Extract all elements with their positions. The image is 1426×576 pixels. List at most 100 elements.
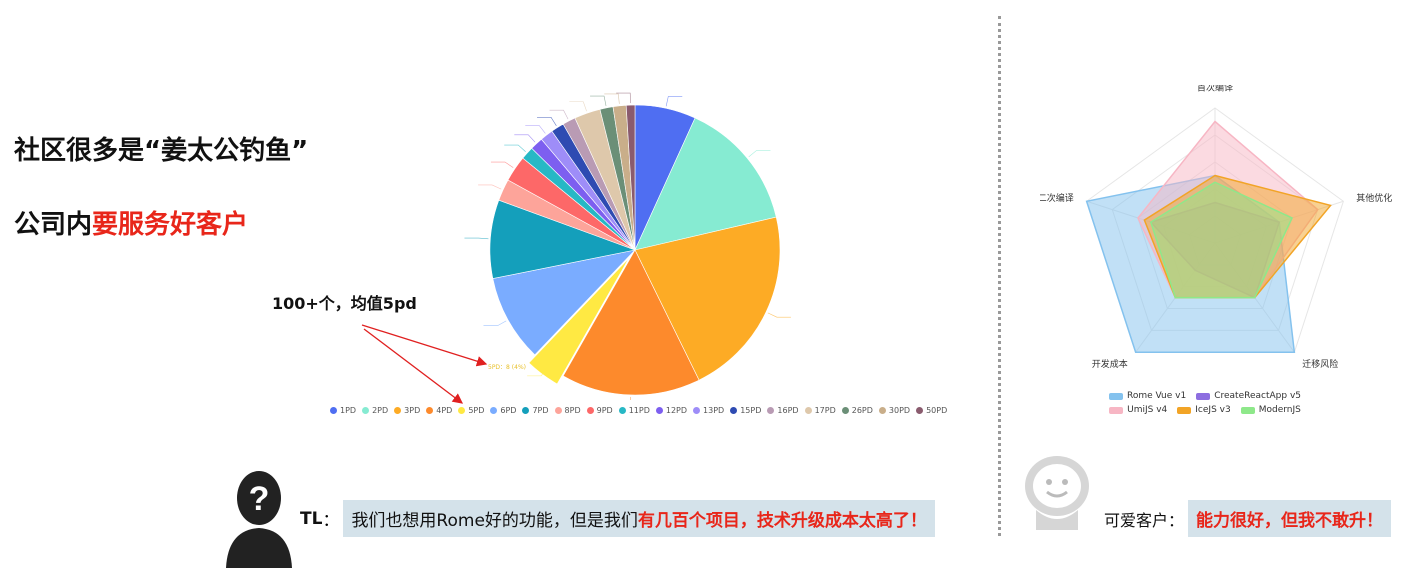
pie-leader-8PD	[478, 184, 502, 190]
svg-text:?: ?	[249, 480, 270, 518]
pie-legend-item-2PD[interactable]: 2PD	[362, 406, 388, 415]
pie-legend-item-30PD[interactable]: 30PD	[878, 406, 911, 415]
arrow-to-legend	[363, 328, 464, 404]
question-person-icon: ?	[226, 471, 292, 568]
pie-leader-1PD	[665, 96, 683, 107]
radar-legend-item[interactable]: ModernJS	[1240, 405, 1301, 415]
tl-quote-text: 我们也想用Rome好的功能，但是我们	[351, 511, 638, 531]
radar-legend-item[interactable]: UmiJS v4	[1109, 405, 1167, 415]
pie-leader-15PD	[537, 117, 557, 126]
pie-legend: 1PD 2PD 3PD 4PD 5PD 6PD 7PD 8PD 9PD 11PD 12PD 13PD 1…	[330, 406, 947, 415]
pie-legend-label: 9PD	[596, 406, 613, 415]
pie-leader-26PD	[590, 95, 607, 106]
pie-legend-dot	[362, 407, 370, 414]
radar-legend: Rome Vue v1 CreateReactApp v5 UmiJS v4 IceJ…	[1080, 391, 1330, 415]
pie-legend-dot	[426, 407, 434, 414]
pie-leader-3PD	[767, 312, 791, 318]
pie-legend-dot	[554, 407, 562, 414]
heading-company-highlight: 要服务好客户	[92, 210, 249, 240]
pie-legend-item-6PD[interactable]: 6PD	[490, 406, 516, 415]
heading-company-prefix: 公司内	[14, 210, 93, 240]
pie-leader-12PD	[514, 134, 536, 143]
pie-chart: 5PD：8 (4%)	[464, 92, 791, 400]
pie-slice-50PD	[625, 104, 636, 251]
annotation-arrows	[361, 324, 488, 404]
pie-legend-item-5PD[interactable]: 5PD	[458, 406, 484, 415]
heading-company: 公司内要服务好客户	[14, 204, 248, 241]
pie-legend-item-13PD[interactable]: 13PD	[693, 406, 724, 415]
annotation-project-count: 100+个，均值5pd	[272, 294, 417, 313]
pie-legend-dot	[330, 407, 337, 414]
pie-legend-label: 50PD	[926, 406, 948, 415]
pie-legend-label: 30PD	[888, 406, 911, 415]
pie-legend-label: 5PD	[468, 406, 485, 415]
pie-legend-item-16PD[interactable]: 16PD	[767, 406, 799, 415]
radar-axis-label: 迁移风险	[1302, 358, 1338, 370]
pie-legend-label: 12PD	[665, 406, 688, 415]
pie-legend-dot	[394, 407, 402, 414]
pie-leader-13PD	[525, 125, 546, 134]
arrow-to-slice	[361, 324, 488, 367]
radar-axis-label: 开发成本	[1092, 358, 1128, 370]
radar-legend-swatch	[1196, 392, 1211, 400]
pie-legend-label: 7PD	[532, 406, 549, 415]
radar-legend-swatch	[1109, 406, 1124, 414]
radar-legend-swatch	[1177, 406, 1192, 414]
tl-colon: ：	[322, 511, 340, 531]
pie-legend-dot	[841, 407, 849, 414]
pie-legend-label: 3PD	[404, 406, 421, 415]
pie-leader-6PD	[483, 320, 507, 327]
radar-legend-item[interactable]: CreateReactApp v5	[1196, 391, 1301, 401]
radar-legend-item[interactable]: Rome Vue v1	[1108, 391, 1186, 401]
pie-leader-16PD	[549, 109, 569, 120]
pie-legend-item-4PD[interactable]: 4PD	[426, 406, 452, 415]
pie-legend-item-8PD[interactable]: 8PD	[554, 406, 581, 415]
pie-callout-label: 5PD：8 (4%)	[488, 364, 526, 371]
pie-leader-17PD	[569, 101, 587, 112]
pie-legend-label: 26PD	[851, 406, 873, 415]
pie-legend-label: 6PD	[500, 406, 517, 415]
customer-quote: 可爱客户： 能力很好，但我不敢升！	[1104, 500, 1392, 537]
pie-legend-item-1PD[interactable]: 1PD	[330, 406, 356, 415]
pie-slice-6PD	[492, 249, 636, 356]
pie-legend-item-15PD[interactable]: 15PD	[730, 406, 761, 415]
customer-speaker: 可爱客户：	[1104, 510, 1185, 530]
pie-legend-dot	[490, 407, 498, 414]
pie-leader-2PD	[748, 150, 771, 158]
pie-legend-item-7PD[interactable]: 7PD	[522, 406, 549, 415]
pie-legend-item-50PD[interactable]: 50PD	[916, 406, 947, 415]
pie-legend-dot	[618, 407, 626, 414]
pie-legend-item-26PD[interactable]: 26PD	[841, 406, 873, 415]
pie-legend-item-11PD[interactable]: 11PD	[618, 406, 650, 415]
pie-leader-50PD	[616, 92, 631, 104]
radar-legend-label: CreateReactApp v5	[1214, 391, 1301, 401]
pie-legend-item-9PD[interactable]: 9PD	[586, 406, 613, 415]
pie-leader-5PD	[527, 367, 548, 377]
pie-legend-dot	[693, 407, 701, 414]
radar-legend-label: ModernJS	[1258, 405, 1301, 415]
pie-leader-30PD	[604, 93, 620, 104]
pie-slice-2PD	[634, 117, 777, 251]
pie-legend-dot	[767, 407, 775, 414]
pie-legend-item-12PD[interactable]: 12PD	[655, 406, 688, 415]
pie-legend-label: 11PD	[628, 406, 650, 415]
tl-quote: TL： 我们也想用Rome好的功能，但是我们有几百个项目，技术升级成本太高了！	[300, 500, 935, 537]
pie-legend-item-3PD[interactable]: 3PD	[394, 406, 420, 415]
tl-quote-highlight: 有几百个项目，技术升级成本太高了！	[637, 511, 927, 531]
pie-legend-item-17PD[interactable]: 17PD	[804, 406, 836, 415]
pie-legend-dot	[878, 407, 886, 414]
pie-legend-dot	[730, 407, 738, 414]
radar-legend-swatch	[1240, 406, 1255, 414]
pie-legend-label: 1PD	[340, 406, 357, 415]
radar-legend-item[interactable]: IceJS v3	[1177, 405, 1231, 415]
pie-legend-label: 17PD	[814, 406, 836, 415]
pie-legend-label: 8PD	[564, 406, 581, 415]
pie-legend-label: 16PD	[777, 406, 799, 415]
pie-legend-label: 15PD	[740, 406, 762, 415]
pie-legend-label: 13PD	[703, 406, 725, 415]
pie-leader-9PD	[490, 161, 514, 168]
radar-legend-label: UmiJS v4	[1127, 405, 1168, 415]
tl-speaker: TL	[300, 508, 323, 529]
section-divider	[998, 16, 1001, 536]
